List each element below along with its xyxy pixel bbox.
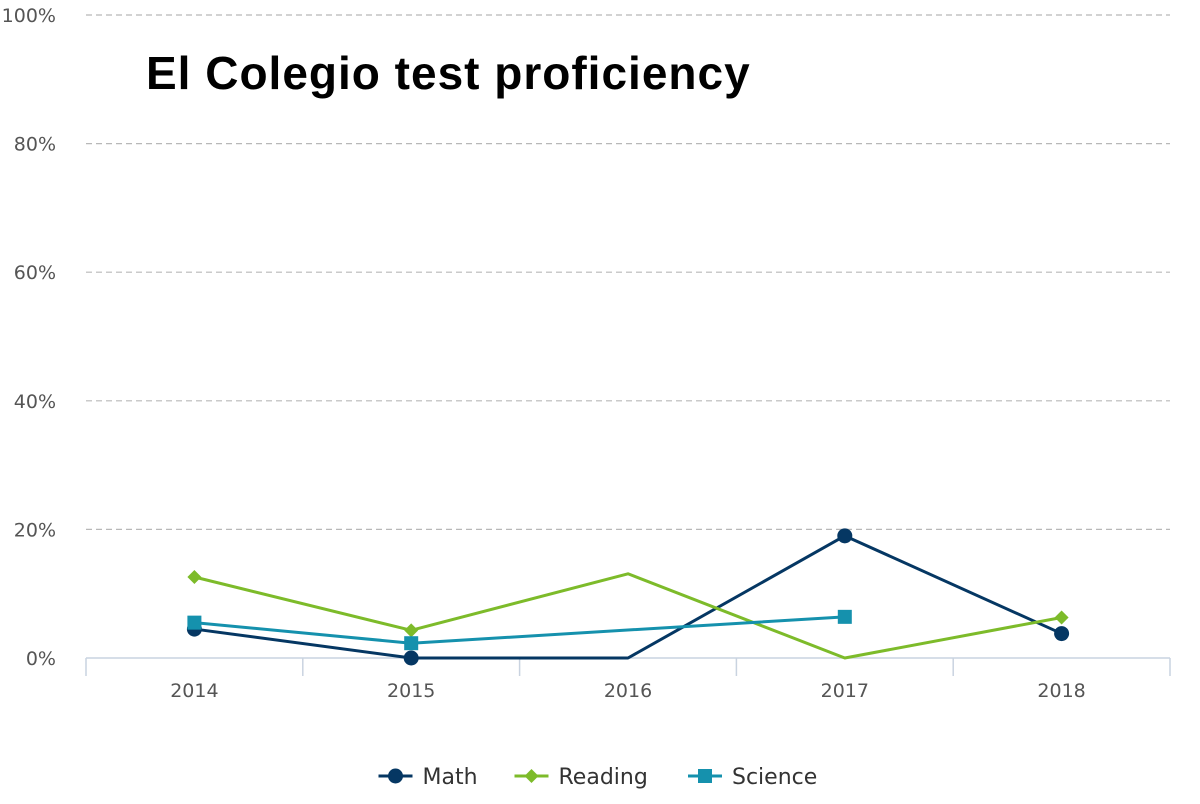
math-point [837,528,853,544]
legend-label: Reading [559,765,648,790]
series-science [187,609,852,651]
legend-item-math[interactable]: Math [378,765,478,790]
science-point [187,615,202,630]
reading-point [404,623,419,638]
series-reading [187,569,1069,660]
x-tick-label: 2018 [1037,680,1085,702]
y-tick-label: 60% [14,262,56,284]
series-math [186,528,1070,666]
x-tick-label: 2017 [821,680,869,702]
reading-point [1054,610,1069,625]
legend-item-reading[interactable]: Reading [514,765,648,790]
reading-line [194,572,1062,660]
legend-marker [524,769,539,783]
legend[interactable]: Math Reading Science [378,765,818,790]
x-tick-label: 2016 [604,680,652,702]
x-axis: 2014 2015 2016 2017 2018 [85,657,1171,702]
x-tick-label: 2014 [170,680,218,702]
series-group [186,528,1070,666]
math-point [403,650,419,666]
y-tick-label: 20% [14,519,56,541]
y-tick-label: 80% [14,134,56,156]
legend-item-science[interactable]: Science [688,765,817,790]
y-tick-label: 100% [2,5,56,27]
science-point [837,609,852,624]
gridlines: 0% 20% 40% 60% 80% 100% [2,5,1170,670]
legend-marker [698,769,712,783]
y-tick-label: 40% [14,391,56,413]
legend-label: Math [423,765,478,790]
x-tick-label: 2015 [387,680,435,702]
math-line [194,534,1063,660]
math-point [1054,626,1070,642]
chart-title: El Colegio test proficiency [146,47,751,99]
legend-label: Science [732,765,817,790]
legend-marker [388,768,403,784]
reading-point [187,569,202,584]
y-tick-label: 0% [26,648,56,670]
science-point [404,636,419,651]
